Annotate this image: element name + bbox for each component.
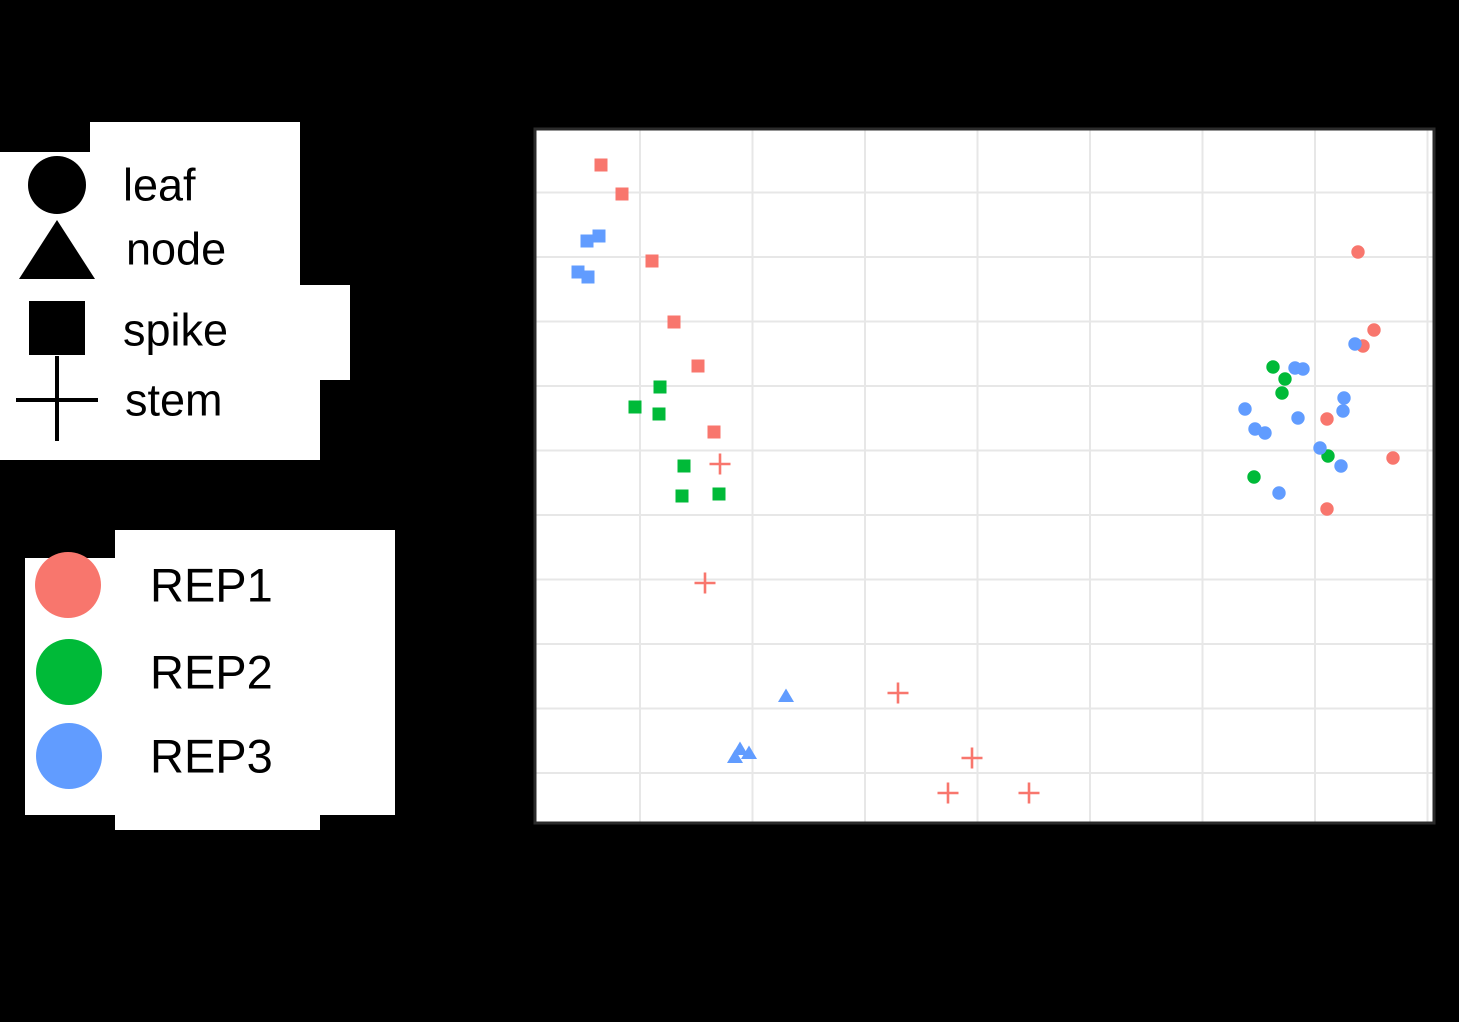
data-point-spike-REP1 [594, 158, 608, 172]
rep1-dot-icon [35, 552, 101, 618]
data-point-stem-REP1 [694, 572, 716, 594]
data-point-leaf-REP1 [1320, 502, 1334, 516]
data-point-leaf-REP3 [1272, 486, 1286, 500]
data-point-leaf-REP1 [1320, 412, 1334, 426]
data-point-stem-REP1 [937, 782, 959, 804]
data-point-spike-REP1 [615, 187, 629, 201]
square-icon [29, 301, 85, 355]
plot-panel [535, 129, 1434, 823]
data-point-spike-REP3 [580, 234, 594, 248]
data-point-stem-REP1 [1018, 782, 1040, 804]
data-point-leaf-REP1 [1351, 245, 1365, 259]
data-point-leaf-REP2 [1247, 470, 1261, 484]
data-point-spike-REP2 [652, 407, 666, 421]
legend-background [90, 122, 300, 285]
data-point-spike-REP1 [691, 359, 705, 373]
data-point-spike-REP2 [675, 489, 689, 503]
data-point-spike-REP3 [592, 229, 606, 243]
data-point-leaf-REP3 [1313, 441, 1327, 455]
data-point-leaf-REP3 [1336, 404, 1350, 418]
legend-label-node: node [126, 223, 227, 275]
data-point-stem-REP1 [709, 453, 731, 475]
circle-icon [28, 156, 86, 214]
data-point-leaf-REP2 [1278, 372, 1292, 386]
data-point-leaf-REP2 [1275, 386, 1289, 400]
data-point-leaf-REP3 [1296, 362, 1310, 376]
data-point-spike-REP2 [677, 459, 691, 473]
legend-label-leaf: leaf [123, 159, 196, 211]
data-point-leaf-REP3 [1348, 337, 1362, 351]
data-point-stem-REP1 [887, 682, 909, 704]
data-point-spike-REP3 [581, 270, 595, 284]
data-point-leaf-REP3 [1334, 459, 1348, 473]
legend-background [0, 380, 320, 460]
data-point-spike-REP2 [653, 380, 667, 394]
data-point-spike-REP1 [667, 315, 681, 329]
legend-label-rep2: REP2 [150, 645, 273, 699]
data-point-leaf-REP3 [1291, 411, 1305, 425]
legend-label-spike: spike [123, 304, 229, 356]
legend-background [115, 530, 395, 815]
data-point-spike-REP2 [628, 400, 642, 414]
data-point-leaf-REP3 [1258, 426, 1272, 440]
legend-label-rep1: REP1 [150, 558, 273, 612]
data-point-spike-REP1 [645, 254, 659, 268]
legend-background [115, 812, 320, 830]
plus-icon [55, 356, 59, 441]
data-point-spike-REP1 [707, 425, 721, 439]
data-point-leaf-REP1 [1386, 451, 1400, 465]
data-point-leaf-REP1 [1367, 323, 1381, 337]
data-point-leaf-REP3 [1238, 402, 1252, 416]
data-point-node-REP3 [778, 688, 794, 702]
data-point-node-REP3 [741, 745, 757, 759]
data-point-leaf-REP3 [1337, 391, 1351, 405]
rep2-dot-icon [36, 639, 102, 705]
data-point-stem-REP1 [961, 747, 983, 769]
data-point-spike-REP2 [712, 487, 726, 501]
panel-border [533, 127, 1436, 825]
data-point-spike-REP3 [571, 265, 585, 279]
data-point-leaf-REP2 [1266, 360, 1280, 374]
data-point-node-REP3 [727, 749, 743, 763]
triangle-icon [19, 220, 95, 279]
rep3-dot-icon [36, 723, 102, 789]
legend-label-stem: stem [125, 374, 223, 426]
legend-label-rep3: REP3 [150, 729, 273, 783]
